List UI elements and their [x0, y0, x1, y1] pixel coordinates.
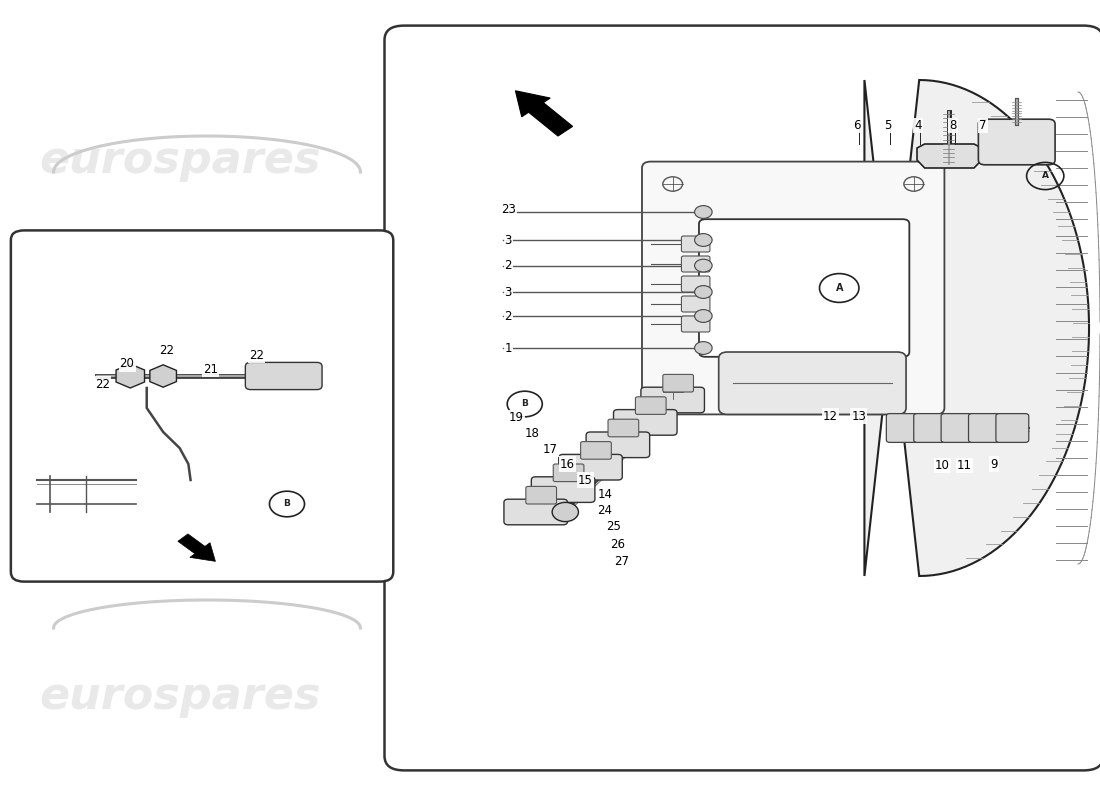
Polygon shape — [178, 534, 216, 562]
FancyBboxPatch shape — [718, 352, 906, 414]
Text: 13: 13 — [851, 410, 867, 422]
Text: 3: 3 — [505, 286, 512, 298]
FancyBboxPatch shape — [531, 477, 595, 502]
Text: 25: 25 — [606, 520, 620, 533]
Text: 18: 18 — [525, 427, 540, 440]
FancyBboxPatch shape — [526, 486, 557, 504]
Text: 3: 3 — [505, 234, 512, 246]
Circle shape — [694, 206, 712, 218]
FancyBboxPatch shape — [698, 219, 910, 357]
FancyBboxPatch shape — [559, 454, 623, 480]
FancyBboxPatch shape — [681, 256, 710, 272]
Text: 2: 2 — [505, 259, 513, 272]
FancyBboxPatch shape — [996, 414, 1028, 442]
Text: 15: 15 — [578, 474, 593, 486]
Polygon shape — [117, 364, 144, 388]
Text: 24: 24 — [597, 504, 613, 517]
FancyBboxPatch shape — [11, 230, 394, 582]
Text: eurospares: eurospares — [586, 674, 868, 718]
Polygon shape — [516, 90, 573, 136]
FancyBboxPatch shape — [681, 276, 710, 292]
Text: eurospares: eurospares — [39, 674, 320, 718]
Text: 21: 21 — [202, 363, 218, 376]
Text: 10: 10 — [935, 459, 949, 472]
Polygon shape — [150, 365, 176, 387]
Text: A: A — [1042, 171, 1048, 181]
Text: 22: 22 — [249, 349, 264, 362]
Circle shape — [694, 310, 712, 322]
FancyBboxPatch shape — [942, 414, 974, 442]
Text: 8: 8 — [949, 119, 957, 132]
FancyBboxPatch shape — [681, 236, 710, 252]
Text: eurospares: eurospares — [39, 138, 320, 182]
FancyBboxPatch shape — [641, 387, 704, 413]
FancyBboxPatch shape — [642, 162, 945, 414]
Text: A: A — [836, 283, 843, 293]
FancyBboxPatch shape — [608, 419, 639, 437]
Text: 20: 20 — [120, 358, 134, 370]
Text: 12: 12 — [823, 410, 838, 422]
Text: 26: 26 — [610, 538, 626, 550]
Text: 9: 9 — [990, 458, 998, 470]
Text: 11: 11 — [957, 459, 971, 472]
Circle shape — [694, 259, 712, 272]
FancyBboxPatch shape — [681, 296, 710, 312]
Text: 17: 17 — [542, 443, 558, 456]
Text: 5: 5 — [883, 119, 891, 132]
Circle shape — [694, 342, 712, 354]
FancyBboxPatch shape — [887, 414, 920, 442]
FancyBboxPatch shape — [586, 432, 650, 458]
FancyBboxPatch shape — [245, 362, 322, 390]
FancyBboxPatch shape — [914, 414, 947, 442]
Text: 27: 27 — [614, 555, 629, 568]
FancyBboxPatch shape — [614, 410, 678, 435]
FancyBboxPatch shape — [504, 499, 568, 525]
Polygon shape — [917, 144, 981, 168]
Text: 14: 14 — [597, 488, 613, 501]
Text: 22: 22 — [160, 344, 174, 357]
Text: 19: 19 — [508, 411, 524, 424]
Circle shape — [552, 502, 579, 522]
Circle shape — [694, 286, 712, 298]
Text: 6: 6 — [852, 119, 860, 132]
FancyBboxPatch shape — [968, 414, 1001, 442]
FancyBboxPatch shape — [663, 374, 693, 392]
Text: B: B — [284, 499, 290, 509]
Text: 22: 22 — [96, 378, 110, 390]
FancyBboxPatch shape — [553, 464, 584, 482]
Text: 23: 23 — [500, 203, 516, 216]
Circle shape — [694, 234, 712, 246]
FancyBboxPatch shape — [681, 316, 710, 332]
Polygon shape — [865, 80, 1089, 576]
FancyBboxPatch shape — [636, 397, 667, 414]
Text: 4: 4 — [914, 119, 922, 132]
Text: 16: 16 — [560, 458, 575, 470]
FancyBboxPatch shape — [385, 26, 1100, 770]
FancyBboxPatch shape — [581, 442, 612, 459]
Text: 7: 7 — [979, 119, 987, 132]
Text: 2: 2 — [505, 310, 513, 322]
Text: 1: 1 — [505, 342, 513, 354]
Text: B: B — [521, 399, 528, 409]
FancyBboxPatch shape — [978, 119, 1055, 165]
Text: eurospares: eurospares — [586, 138, 868, 182]
